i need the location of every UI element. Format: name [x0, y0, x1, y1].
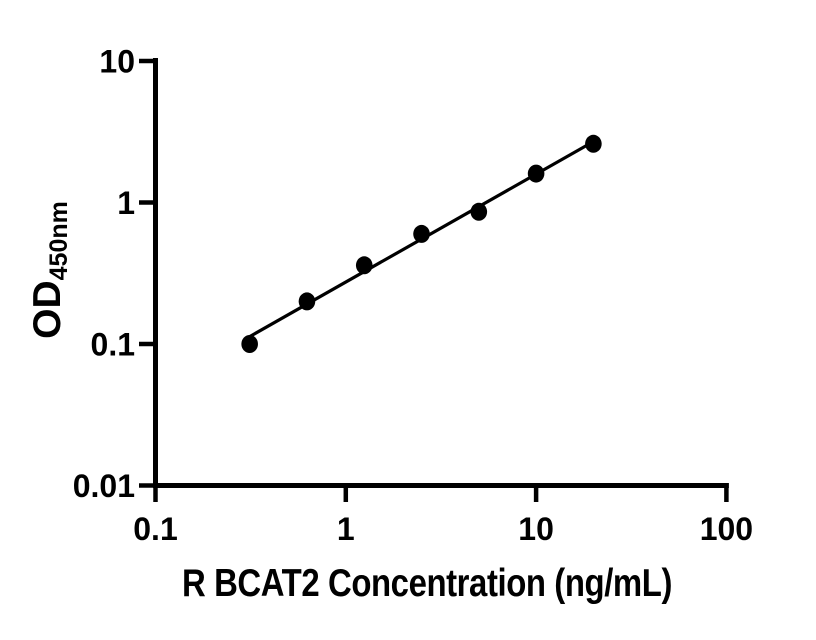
axis-frame	[153, 58, 729, 488]
x-axis-title: R BCAT2 Concentration (ng/mL)	[182, 562, 672, 605]
data-point	[241, 335, 258, 353]
y-tick-label: 10	[99, 44, 135, 80]
y-axis-title-subscript: 450nm	[45, 201, 73, 280]
data-point	[470, 202, 488, 221]
y-tick-label: 0.1	[91, 327, 135, 363]
data-point	[298, 292, 316, 311]
x-tick-label: 0.1	[133, 511, 177, 547]
data-point	[355, 256, 373, 275]
y-axis-title-main: OD	[26, 280, 69, 339]
y-tick-label: 1	[117, 185, 135, 221]
y-axis-title: OD450nm	[26, 201, 73, 339]
x-tick-label: 10	[518, 511, 554, 547]
data-point	[585, 134, 602, 153]
data-point	[413, 224, 430, 243]
x-tick-label: 1	[337, 511, 355, 547]
data-point	[527, 164, 545, 183]
plot-layer: 0.01 0.1 1 10 0.1 1 10 100	[73, 44, 753, 548]
y-tick-label: 0.01	[73, 468, 135, 504]
x-tick-label: 100	[700, 511, 753, 547]
